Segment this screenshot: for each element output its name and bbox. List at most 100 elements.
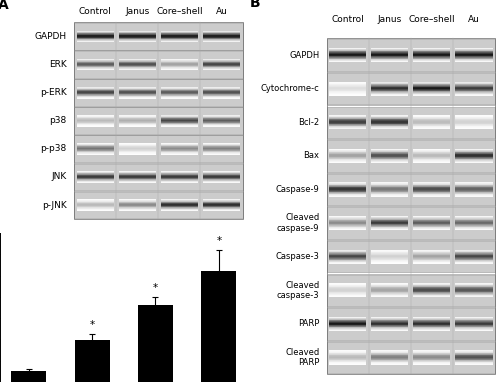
Bar: [329, 327, 366, 328]
Text: Janus: Janus: [378, 15, 402, 24]
Bar: [161, 90, 198, 91]
Bar: [76, 202, 114, 203]
Bar: [329, 155, 366, 156]
Bar: [372, 120, 408, 121]
Bar: [414, 318, 451, 319]
Bar: [326, 39, 495, 71]
Bar: [203, 90, 240, 91]
Bar: [203, 40, 240, 41]
Bar: [329, 90, 366, 91]
Bar: [456, 118, 492, 119]
Bar: [76, 59, 114, 60]
Bar: [329, 193, 366, 194]
Bar: [372, 289, 408, 290]
Bar: [161, 174, 198, 175]
Bar: [203, 149, 240, 150]
Bar: [203, 41, 240, 42]
Bar: [456, 296, 492, 297]
Bar: [414, 153, 451, 154]
Bar: [372, 84, 408, 85]
Bar: [119, 201, 156, 202]
Bar: [203, 143, 240, 144]
Bar: [76, 201, 114, 202]
Bar: [456, 49, 492, 50]
Bar: [203, 179, 240, 180]
Bar: [372, 152, 408, 153]
Bar: [414, 294, 451, 295]
Text: p-p38: p-p38: [40, 144, 67, 153]
Bar: [372, 295, 408, 296]
Bar: [414, 284, 451, 285]
Bar: [329, 154, 366, 155]
Bar: [329, 284, 366, 285]
Bar: [203, 115, 240, 116]
Bar: [329, 320, 366, 321]
Text: Cleaved
PARP: Cleaved PARP: [285, 348, 320, 367]
Bar: [372, 318, 408, 319]
Bar: [161, 205, 198, 206]
Bar: [414, 151, 451, 152]
Bar: [456, 351, 492, 352]
Bar: [456, 362, 492, 363]
Bar: [372, 122, 408, 123]
Bar: [203, 61, 240, 62]
Bar: [119, 117, 156, 118]
Bar: [414, 228, 451, 229]
Bar: [329, 195, 366, 196]
Bar: [414, 363, 451, 364]
Bar: [372, 284, 408, 285]
Bar: [456, 150, 492, 151]
Bar: [119, 93, 156, 94]
Bar: [76, 38, 114, 39]
Bar: [456, 158, 492, 159]
Bar: [372, 128, 408, 129]
Bar: [456, 192, 492, 193]
Bar: [414, 94, 451, 95]
Text: Control: Control: [79, 6, 112, 16]
Bar: [119, 206, 156, 207]
Bar: [372, 294, 408, 295]
Bar: [329, 294, 366, 295]
Bar: [119, 210, 156, 211]
Bar: [456, 83, 492, 84]
Bar: [161, 97, 198, 98]
Bar: [119, 61, 156, 62]
Bar: [119, 40, 156, 41]
Bar: [326, 308, 495, 340]
Bar: [161, 59, 198, 60]
Bar: [456, 222, 492, 223]
Bar: [414, 255, 451, 256]
Bar: [119, 119, 156, 120]
Bar: [161, 206, 198, 207]
Bar: [456, 115, 492, 116]
Bar: [119, 203, 156, 204]
Bar: [414, 191, 451, 192]
Bar: [329, 91, 366, 92]
Bar: [329, 361, 366, 362]
Bar: [456, 321, 492, 322]
Bar: [119, 33, 156, 34]
Bar: [203, 208, 240, 209]
Bar: [203, 89, 240, 90]
Bar: [372, 324, 408, 325]
Bar: [203, 95, 240, 96]
Bar: [203, 87, 240, 88]
Bar: [329, 292, 366, 293]
Bar: [456, 357, 492, 358]
Bar: [76, 61, 114, 62]
Bar: [203, 175, 240, 176]
Bar: [456, 86, 492, 87]
Bar: [414, 328, 451, 329]
Bar: [372, 149, 408, 150]
Bar: [76, 182, 114, 183]
Bar: [414, 157, 451, 158]
Bar: [329, 326, 366, 327]
Bar: [456, 289, 492, 290]
Bar: [456, 260, 492, 261]
Bar: [329, 51, 366, 52]
Bar: [203, 118, 240, 119]
Bar: [456, 253, 492, 254]
Bar: [456, 226, 492, 227]
Bar: [76, 36, 114, 37]
Bar: [456, 58, 492, 59]
